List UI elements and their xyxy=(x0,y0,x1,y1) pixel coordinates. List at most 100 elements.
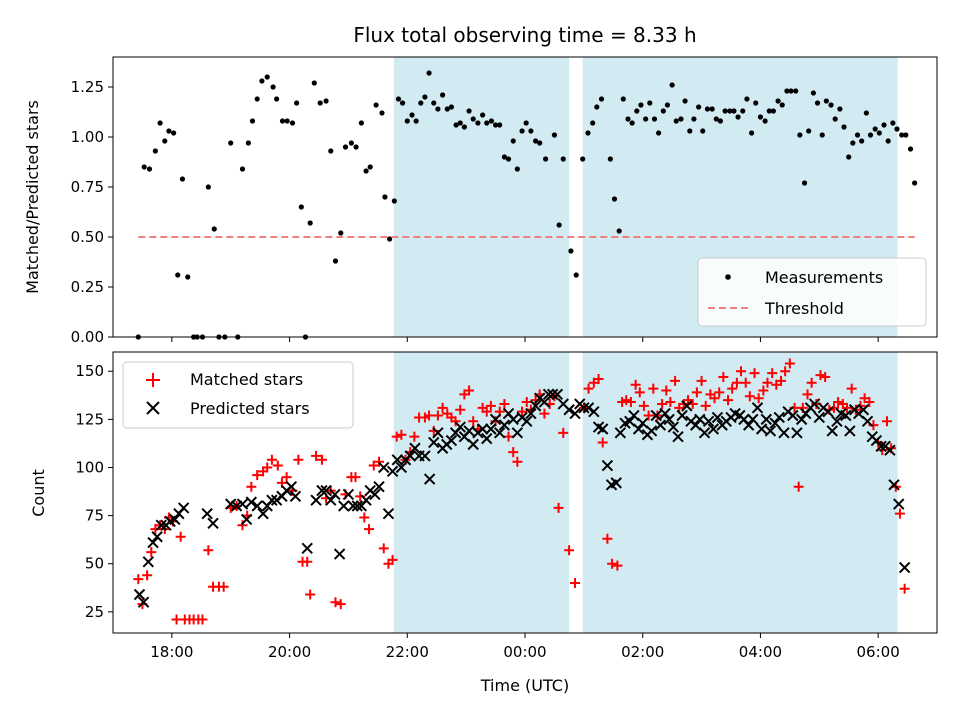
matched-star-point xyxy=(368,460,379,471)
count-legend: Matched stars Predicted stars xyxy=(122,361,354,429)
predicted-star-point xyxy=(596,423,609,435)
predicted-star-point xyxy=(142,556,155,568)
predicted-star-point xyxy=(601,459,614,472)
predicted-star-point xyxy=(822,405,834,418)
matched-star-point xyxy=(330,597,341,608)
legend-label-predicted: Predicted stars xyxy=(190,399,310,418)
matched-star-point xyxy=(455,404,466,415)
predicted-star-point xyxy=(875,440,887,453)
predicted-star-point xyxy=(454,421,466,433)
measurement-point xyxy=(367,164,373,170)
predicted-star-point xyxy=(551,388,564,401)
measurement-point xyxy=(863,110,869,116)
matched-star-point xyxy=(784,358,795,369)
predicted-star-point xyxy=(844,425,856,437)
matched-star-point xyxy=(246,481,257,492)
predicted-star-point xyxy=(529,400,542,412)
matched-star-point xyxy=(464,385,475,396)
matched-star-point xyxy=(142,570,153,581)
measurement-point xyxy=(259,78,265,84)
predicted-star-point xyxy=(404,450,416,462)
measurement-point xyxy=(881,122,887,128)
measurement-point xyxy=(828,102,834,108)
measurement-point xyxy=(382,194,388,200)
measurement-point xyxy=(673,118,679,124)
count-y-ticks: 25 50 75 100 125 150 xyxy=(75,362,113,621)
matched-star-point xyxy=(758,385,769,396)
measurement-point xyxy=(431,100,437,106)
matched-star-point xyxy=(625,397,636,408)
predicted-star-point xyxy=(301,542,313,555)
predicted-star-point xyxy=(133,588,146,601)
measurement-point xyxy=(484,120,490,126)
measurement-point xyxy=(391,198,397,204)
matched-star-point xyxy=(237,520,248,531)
x-tick-label: 02:00 xyxy=(621,643,664,661)
predicted-star-point xyxy=(787,409,799,422)
measurement-point xyxy=(245,140,251,146)
matched-star-point xyxy=(657,398,668,409)
measurement-point xyxy=(475,120,481,126)
predicted-star-point xyxy=(898,561,911,574)
x-tick-label: 22:00 xyxy=(386,643,429,661)
predicted-star-point xyxy=(378,461,390,474)
measurement-point xyxy=(735,114,741,120)
measurement-point xyxy=(709,106,715,112)
matched-star-point xyxy=(630,379,641,390)
matched-star-point xyxy=(305,589,316,600)
matched-star-point xyxy=(749,368,760,379)
matched-star-point xyxy=(302,556,313,567)
measurement-point xyxy=(379,110,385,116)
matched-star-point xyxy=(602,533,613,544)
measurement-point xyxy=(528,128,534,134)
measurement-point xyxy=(353,144,359,150)
measurement-point xyxy=(568,248,574,254)
measurement-point xyxy=(404,118,410,124)
legend-label-threshold: Threshold xyxy=(764,299,844,318)
predicted-star-point xyxy=(808,398,821,410)
predicted-star-point xyxy=(351,500,363,512)
predicted-star-point xyxy=(155,519,167,531)
predicted-star-point xyxy=(333,548,346,560)
matched-star-point xyxy=(767,368,778,379)
matched-star-point xyxy=(612,560,623,571)
measurement-point xyxy=(395,96,402,102)
predicted-star-point xyxy=(266,494,278,506)
matched-star-point xyxy=(359,512,370,523)
y-tick-label: 100 xyxy=(75,458,104,476)
measurement-point xyxy=(788,88,794,94)
measurement-point xyxy=(505,156,512,162)
predicted-star-point xyxy=(485,423,497,435)
matched-star-point xyxy=(391,431,402,442)
predicted-star-point xyxy=(240,513,253,526)
measurement-point xyxy=(185,274,191,280)
predicted-star-point xyxy=(711,411,724,424)
x-tick-label: 18:00 xyxy=(150,643,193,661)
predicted-star-point xyxy=(563,404,575,416)
measurement-point xyxy=(678,116,684,122)
measurement-point xyxy=(598,96,605,102)
measurement-point xyxy=(907,146,914,152)
predicted-star-point xyxy=(147,536,159,549)
measurement-point xyxy=(620,96,626,102)
predicted-star-point xyxy=(409,442,421,454)
measurement-point xyxy=(638,102,644,108)
matched-star-point xyxy=(564,545,575,556)
ratio-legend-box xyxy=(697,257,927,327)
predicted-star-point xyxy=(236,498,249,510)
matched-star-point xyxy=(374,456,385,467)
measurement-point xyxy=(854,132,861,138)
predicted-star-point xyxy=(316,484,328,497)
measurement-point xyxy=(249,118,256,124)
measurement-point xyxy=(793,88,799,94)
x-tick-label: 04:00 xyxy=(739,643,782,661)
predicted-star-point xyxy=(614,427,627,439)
x-axis-label: Time (UTC) xyxy=(480,676,569,695)
measurement-point xyxy=(289,120,296,126)
matched-star-point xyxy=(806,377,817,388)
x-axis-ticks: 18:00 20:00 22:00 00:00 02:00 04:00 06:00 xyxy=(150,633,900,661)
measurement-point xyxy=(492,122,499,128)
predicted-star-point xyxy=(659,407,671,420)
measurement-point xyxy=(616,228,622,234)
measurement-point xyxy=(841,124,847,130)
